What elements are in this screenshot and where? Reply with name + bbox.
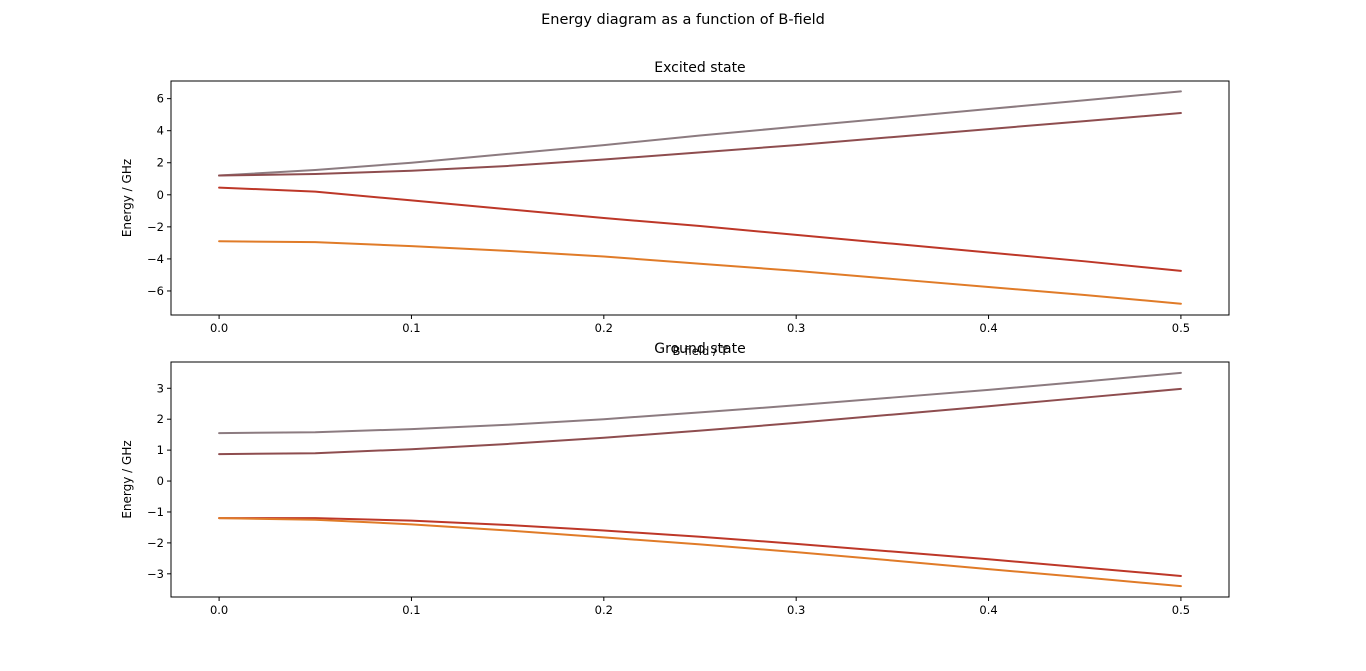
chart-0-y-tick-label: 4 [157, 124, 164, 138]
chart-1-x-tick-label: 0.5 [1172, 603, 1190, 617]
chart-0-series-line-2 [218, 186, 1182, 272]
chart-0-x-axis-label: B-field / T [672, 344, 728, 358]
chart-1-title: Ground state [654, 341, 745, 357]
chart-1-y-tick-label: 2 [157, 412, 164, 426]
chart-0-y-tick-label: −6 [147, 284, 164, 298]
chart-0-y-tick-label: −2 [147, 220, 164, 234]
chart-1-x-tick-label: 0.1 [402, 603, 420, 617]
axes-ground-state: 0.0 0.1 0.2 0.3 0.4 0.5 −3 −2 −1 0 1 2 3 Energy / GHz… [120, 341, 1230, 617]
chart-0-y-axis-label: Energy / GHz [120, 159, 134, 237]
axes-excited-state: 0.0 0.1 0.2 0.3 0.4 0.5 −6 −4 −2 0 2 4 6 B-field / T E… [120, 60, 1230, 358]
chart-1-y-tick-label: 1 [157, 443, 164, 457]
chart-0-series-line-1 [218, 112, 1182, 177]
chart-1-y-axis-label: Energy / GHz [120, 440, 134, 518]
chart-0-y-tick-label: 0 [157, 188, 164, 202]
chart-0-y-tick-label: 6 [157, 92, 164, 106]
chart-1-series-line-0 [218, 371, 1182, 435]
chart-1-series-line-3 [218, 517, 1182, 588]
chart-0-y-tick-label: −4 [147, 252, 164, 266]
chart-1-x-tick-label: 0.4 [979, 603, 997, 617]
chart-0-x-tick-label: 0.0 [210, 321, 228, 335]
chart-0-title: Excited state [654, 60, 745, 76]
chart-0-series-line-0 [218, 90, 1182, 177]
chart-0-x-tick-label: 0.3 [787, 321, 805, 335]
chart-0-x-tick-label: 0.4 [979, 321, 997, 335]
chart-0-axes-frame [170, 80, 1230, 316]
chart-0-x-tick-label: 0.5 [1172, 321, 1190, 335]
chart-0-x-tick-label: 0.2 [595, 321, 613, 335]
chart-1-y-tick-label: −3 [147, 567, 164, 581]
chart-1-y-tick-label: −1 [147, 505, 164, 519]
chart-1-x-tick-label: 0.2 [595, 603, 613, 617]
figure-title: Energy diagram as a function of B-field [541, 12, 825, 28]
chart-1-series-line-1 [218, 387, 1182, 456]
chart-1-y-tick-label: 3 [157, 381, 164, 395]
chart-1-series-line-2 [218, 517, 1182, 577]
chart-1-x-tick-label: 0.3 [787, 603, 805, 617]
chart-1-x-tick-label: 0.0 [210, 603, 228, 617]
chart-0-y-tick-label: 2 [157, 156, 164, 170]
chart-0-x-tick-label: 0.1 [402, 321, 420, 335]
chart-1-axes-frame [170, 361, 1230, 598]
chart-1-y-tick-label: 0 [157, 474, 164, 488]
chart-0-series-line-3 [218, 240, 1182, 305]
chart-1-y-tick-label: −2 [147, 536, 164, 550]
